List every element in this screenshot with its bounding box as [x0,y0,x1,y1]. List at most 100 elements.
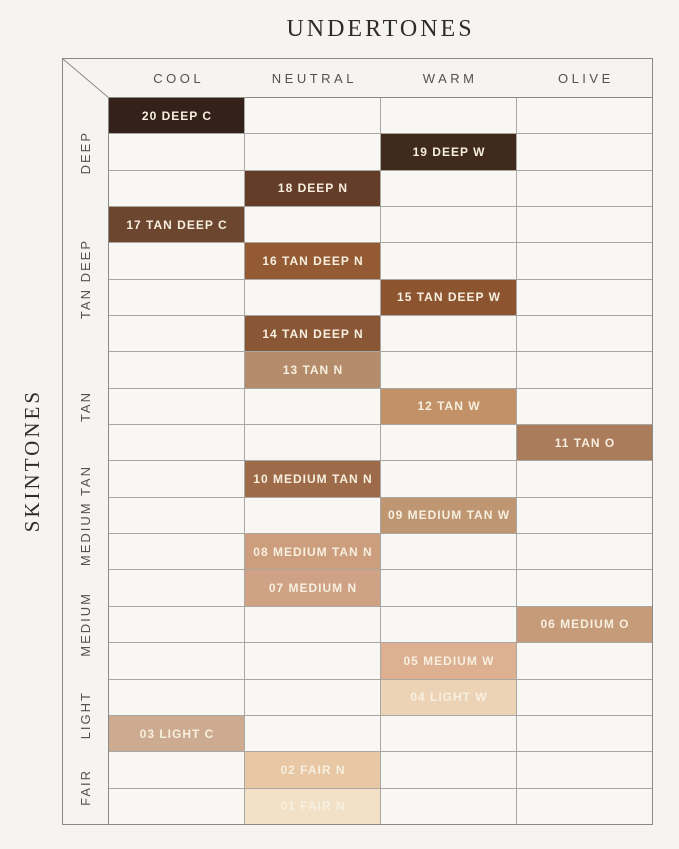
empty-cell [381,461,517,497]
shade-label: 12 TAN W [417,399,481,414]
empty-cell [109,316,245,352]
matrix-row: 20 DEEP C [109,98,652,135]
empty-cell [245,679,381,715]
shade-label: 10 MEDIUM TAN N [253,472,373,487]
shade-cell: 08 MEDIUM TAN N [245,534,381,570]
empty-cell [109,788,245,824]
skintone-group-label: TAN DEEP [63,207,108,352]
shade-cell: 02 FAIR N [245,752,381,788]
shade-label: 17 TAN DEEP C [126,217,228,232]
empty-cell [517,352,652,388]
undertone-column-header: OLIVE [516,59,652,98]
shade-cell: 18 DEEP N [245,170,381,207]
empty-cell [109,425,245,461]
shade-label: 18 DEEP N [277,181,349,196]
skintone-group-label-text: MEDIUM TAN [78,464,93,567]
matrix-row: 08 MEDIUM TAN N [109,534,652,571]
skintones-axis-title: SKINTONES [0,97,64,825]
corner-diagonal-line [63,59,109,98]
matrix-row: 14 TAN DEEP N [109,316,652,353]
empty-cell [381,425,517,461]
matrix-row: 13 TAN N [109,352,652,389]
skintone-group-label: LIGHT [63,679,108,752]
empty-cell [517,497,652,534]
empty-cell [381,243,517,279]
matrix-row: 04 LIGHT W [109,679,652,716]
shade-label: 05 MEDIUM W [403,653,495,668]
empty-cell [381,788,517,824]
undertone-column-header: NEUTRAL [244,59,381,98]
skintone-group-label: TAN [63,352,108,461]
shade-label: 03 LIGHT C [139,726,215,741]
shade-label: 15 TAN DEEP W [397,290,501,305]
empty-cell [517,98,652,134]
shade-label: 13 TAN N [282,363,344,378]
shade-label: 09 MEDIUM TAN W [387,508,511,523]
shade-cell: 19 DEEP W [381,134,517,170]
shade-cell: 14 TAN DEEP N [245,316,381,352]
empty-cell [245,388,381,425]
matrix-row: 12 TAN W [109,388,652,426]
empty-cell [517,570,652,606]
skintone-group-label-text: LIGHT [78,690,93,740]
undertone-column-header: WARM [380,59,517,98]
empty-cell [109,606,245,643]
empty-cell [245,279,381,316]
shade-cell: 15 TAN DEEP W [381,279,517,316]
matrix-row: 11 TAN O [109,425,652,462]
shade-matrix-table: COOL NEUTRAL WARM OLIVE DEEP TAN DEEP TAN MEDI… [62,58,653,825]
empty-cell [245,134,381,170]
empty-cell [381,316,517,352]
empty-cell [109,170,245,207]
shade-cell: 07 MEDIUM N [245,570,381,606]
matrix-row: 19 DEEP W [109,134,652,171]
empty-cell [517,207,652,243]
skintone-group-column: DEEP TAN DEEP TAN MEDIUM TAN MEDIUM LIGHT FAIR [63,98,109,824]
shade-label: 02 FAIR N [280,762,346,777]
empty-cell [517,534,652,570]
shade-cell: 12 TAN W [381,388,517,425]
shade-label: 19 DEEP W [412,145,486,160]
matrix-row: 02 FAIR N [109,752,652,789]
skintone-group-label: MEDIUM TAN [63,461,108,570]
matrix-row: 17 TAN DEEP C [109,207,652,244]
shade-cell: 13 TAN N [245,352,381,388]
matrix-row: 05 MEDIUM W [109,643,652,680]
shade-cell: 04 LIGHT W [381,679,517,715]
empty-cell [517,643,652,679]
shade-cell: 17 TAN DEEP C [109,207,245,243]
shade-cell: 16 TAN DEEP N [245,243,381,279]
shade-cell: 01 FAIR N [245,788,381,824]
empty-cell [517,679,652,715]
empty-cell [517,243,652,279]
empty-cell [381,352,517,388]
shade-cell: 09 MEDIUM TAN W [381,497,517,534]
matrix-row: 03 LIGHT C [109,715,652,753]
matrix-row: 18 DEEP N [109,170,652,208]
shade-cell: 20 DEEP C [109,98,245,134]
shade-cell: 11 TAN O [517,425,652,461]
skintones-axis-title-text: SKINTONES [19,389,44,533]
empty-cell [109,679,245,715]
empty-cell [245,425,381,461]
empty-cell [517,715,652,752]
empty-cell [109,752,245,788]
skintone-group-label-text: TAN [78,391,93,423]
empty-cell [109,534,245,570]
shade-label: 04 LIGHT W [410,690,488,705]
skintone-group-label-text: DEEP [78,130,93,175]
empty-cell [109,497,245,534]
empty-cell [245,207,381,243]
shade-cell: 05 MEDIUM W [381,643,517,679]
shade-label: 07 MEDIUM N [268,581,358,596]
shade-label: 06 MEDIUM O [540,617,630,632]
empty-cell [381,570,517,606]
empty-cell [245,497,381,534]
empty-cell [245,715,381,752]
empty-cell [381,534,517,570]
empty-cell [381,98,517,134]
skintone-group-label-text: FAIR [78,769,93,807]
matrix-row: 09 MEDIUM TAN W [109,497,652,535]
empty-cell [109,134,245,170]
